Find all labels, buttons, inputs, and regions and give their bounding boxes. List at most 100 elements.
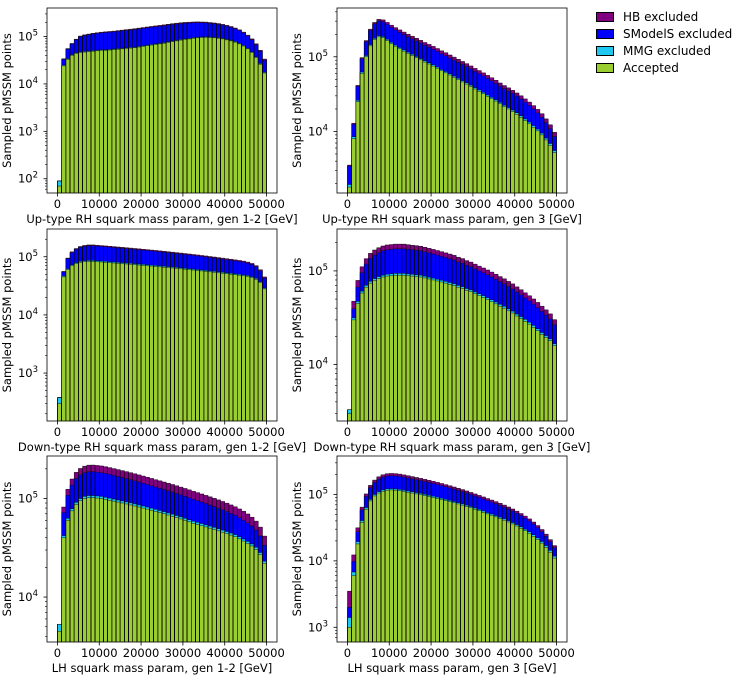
bar-smodels-excluded — [389, 27, 394, 43]
bar-smodels-excluded — [182, 496, 188, 519]
bar-mmg-excluded — [228, 533, 234, 536]
bar-mmg-excluded — [178, 516, 184, 519]
bar-accepted — [422, 277, 428, 421]
bar-hb-excluded — [355, 280, 361, 288]
bar-accepted — [468, 86, 474, 193]
y-tick-exponent: 5 — [33, 491, 38, 501]
bar-mmg-excluded — [414, 274, 419, 277]
bar-smodels-excluded — [514, 96, 520, 113]
bar-hb-excluded — [166, 251, 171, 253]
bar-hb-excluded — [224, 25, 230, 27]
bar-mmg-excluded — [241, 274, 246, 276]
bar-smodels-excluded — [208, 257, 213, 271]
bar-smodels-excluded — [514, 513, 520, 525]
bar-mmg-excluded — [212, 37, 217, 38]
bar-hb-excluded — [203, 495, 209, 504]
bar-smodels-excluded — [406, 249, 411, 274]
bar-hb-excluded — [153, 479, 159, 488]
bar-hb-excluded — [514, 286, 520, 292]
x-tick-label: 30000 — [165, 425, 202, 439]
outline-accepted — [347, 36, 557, 193]
x-tick-label: 50000 — [248, 425, 285, 439]
bar-accepted — [347, 627, 352, 642]
bar-accepted — [166, 42, 171, 193]
bar-smodels-excluded — [527, 520, 532, 532]
bar-accepted — [544, 337, 549, 421]
bar-smodels-excluded — [111, 31, 117, 49]
legend-swatch-smodels — [596, 28, 614, 39]
bar-smodels-excluded — [170, 24, 175, 41]
bar-accepted — [74, 53, 79, 193]
panel-bars — [57, 244, 267, 421]
bar-accepted — [535, 130, 541, 193]
bar-smodels-excluded — [249, 39, 255, 52]
bar-smodels-excluded — [422, 251, 428, 277]
bar-mmg-excluded — [401, 490, 407, 492]
bar-smodels-excluded — [136, 28, 142, 47]
bar-accepted — [216, 530, 221, 642]
bar-smodels-excluded — [510, 93, 516, 111]
bar-accepted — [531, 536, 536, 642]
bar-smodels-excluded — [498, 505, 503, 518]
bar-accepted — [439, 282, 444, 421]
bar-mmg-excluded — [170, 266, 175, 269]
bar-smodels-excluded — [544, 122, 549, 139]
bar-smodels-excluded — [385, 24, 390, 40]
bar-hb-excluded — [439, 50, 444, 54]
bar-accepted — [145, 265, 150, 421]
bar-smodels-excluded — [103, 246, 108, 262]
bar-smodels-excluded — [364, 264, 369, 286]
bar-smodels-excluded — [544, 314, 549, 336]
bar-accepted — [149, 510, 154, 642]
legend-item-hb: HB excluded — [596, 8, 746, 25]
bar-mmg-excluded — [124, 47, 129, 49]
bar-hb-excluded — [477, 495, 482, 498]
bar-mmg-excluded — [57, 624, 62, 632]
x-tick-label: 20000 — [123, 425, 160, 439]
bar-hb-excluded — [245, 35, 251, 36]
bar-mmg-excluded — [149, 508, 154, 511]
bar-hb-excluded — [233, 28, 238, 29]
bar-hb-excluded — [74, 39, 79, 40]
x-axis-label: LH squark mass param, gen 3 [GeV] — [347, 661, 556, 675]
bar-smodels-excluded — [364, 496, 369, 508]
bar-hb-excluded — [195, 21, 200, 23]
bar-accepted — [406, 53, 411, 193]
bar-accepted — [132, 47, 138, 193]
bar-smodels-excluded — [245, 522, 251, 542]
bar-mmg-excluded — [351, 572, 357, 576]
bar-hb-excluded — [498, 276, 503, 282]
bar-smodels-excluded — [523, 518, 528, 530]
bar-hb-excluded — [120, 470, 125, 478]
bar-accepted — [245, 48, 251, 193]
bar-accepted — [347, 413, 352, 421]
bar-smodels-excluded — [414, 479, 419, 493]
bar-smodels-excluded — [548, 318, 553, 339]
bar-smodels-excluded — [347, 165, 352, 185]
bar-accepted — [527, 123, 532, 193]
bar-accepted — [95, 498, 100, 642]
bar-mmg-excluded — [493, 301, 499, 304]
bar-smodels-excluded — [527, 300, 532, 323]
bar-smodels-excluded — [410, 249, 415, 275]
bar-smodels-excluded — [393, 475, 398, 489]
bar-hb-excluded — [195, 254, 200, 256]
bar-hb-excluded — [518, 289, 524, 295]
bar-hb-excluded — [187, 22, 192, 24]
bar-mmg-excluded — [220, 38, 226, 39]
bar-hb-excluded — [107, 31, 113, 33]
bar-hb-excluded — [535, 109, 541, 113]
bar-mmg-excluded — [385, 274, 390, 277]
bar-smodels-excluded — [518, 98, 524, 116]
bar-hb-excluded — [351, 554, 357, 562]
bar-hb-excluded — [191, 21, 196, 23]
bar-smodels-excluded — [397, 32, 403, 48]
bar-smodels-excluded — [539, 311, 545, 333]
bar-accepted — [61, 65, 67, 193]
bar-smodels-excluded — [527, 105, 532, 123]
bar-hb-excluded — [452, 486, 457, 490]
bar-mmg-excluded — [351, 136, 357, 139]
bar-mmg-excluded — [472, 507, 478, 510]
bar-mmg-excluded — [544, 335, 549, 338]
bar-hb-excluded — [410, 36, 415, 39]
